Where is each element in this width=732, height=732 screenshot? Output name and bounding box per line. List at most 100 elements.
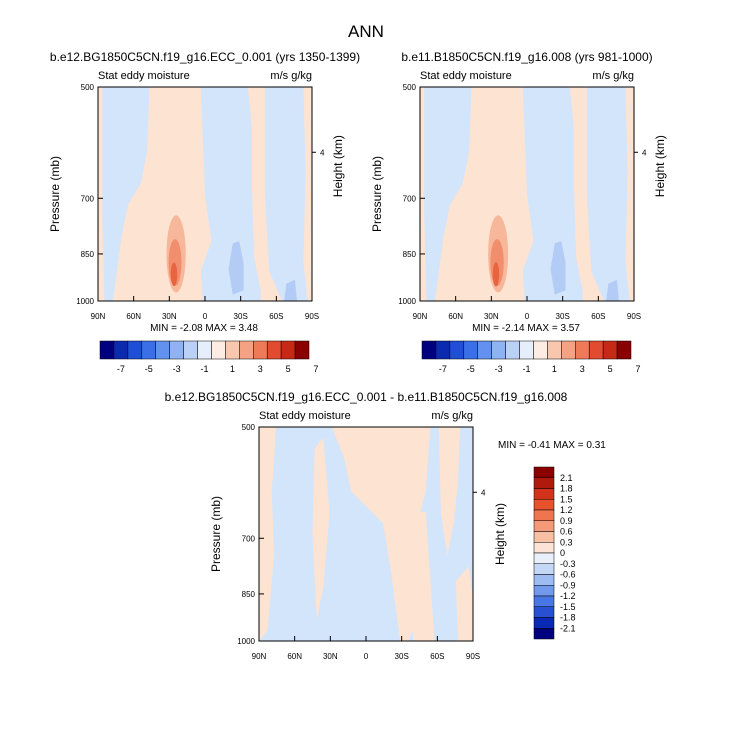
x-tick-label: 60S <box>269 312 283 321</box>
colorbar-label: -7 <box>117 364 125 374</box>
left-string: Stat eddy moisture <box>98 70 190 82</box>
colorbar-box <box>533 542 555 554</box>
x-tick-label: 60N <box>448 312 463 321</box>
y-tick-label: 500 <box>242 423 256 432</box>
y-tick-label: 1000 <box>76 297 94 306</box>
x-tick-label: 90S <box>627 312 641 321</box>
left-string: Stat eddy moisture <box>259 410 351 422</box>
colorbar-label: -1 <box>522 364 530 374</box>
stats-label: MIN = -0.41 MAX = 0.31 <box>498 440 606 451</box>
colorbar-box <box>533 488 555 500</box>
negative-region <box>522 87 583 301</box>
colorbar-vertical: 2.11.81.51.20.90.60.30-0.3-0.6-0.9-1.2-1… <box>533 466 576 640</box>
colorbar-label: 3 <box>580 364 585 374</box>
negative-core <box>550 241 566 295</box>
y-axis-label: Pressure (mb) <box>370 156 384 232</box>
positive-core <box>170 262 178 287</box>
colorbar-label: -3 <box>173 364 181 374</box>
negative-region <box>264 87 308 301</box>
y-tick-label: 1000 <box>398 297 416 306</box>
negative-region <box>102 87 150 301</box>
colorbar-box <box>463 340 478 360</box>
colorbar-label: -1.2 <box>560 591 576 601</box>
negative-region <box>200 87 261 301</box>
colorbar: -7 -5 -3 -1 1 3 5 7 <box>99 340 318 374</box>
colorbar-box <box>239 340 254 360</box>
x-tick-label: 90N <box>413 312 428 321</box>
colorbar-box <box>225 340 240 360</box>
right-tick-label: 4 <box>320 148 325 157</box>
positive-region <box>408 508 435 641</box>
colorbar-box <box>533 466 555 478</box>
colorbar-box <box>266 340 282 360</box>
stats-label: MIN = -2.14 MAX = 3.57 <box>472 323 580 334</box>
x-tick-label: 0 <box>203 312 208 321</box>
colorbar-label: -0.3 <box>560 559 576 569</box>
colorbar-box <box>519 340 534 360</box>
right-axis-label: Height (km) <box>331 135 345 197</box>
x-tick-label: 30S <box>395 652 409 661</box>
y-tick-label: 500 <box>81 83 95 92</box>
colorbar-label: 3 <box>258 364 263 374</box>
y-axis-label: Pressure (mb) <box>209 496 223 572</box>
colorbar-label: 7 <box>635 364 640 374</box>
right-axis-label: Height (km) <box>653 135 667 197</box>
x-tick-label: 90N <box>252 652 267 661</box>
colorbar-box <box>533 617 555 629</box>
x-tick-label: 30N <box>162 312 177 321</box>
colorbar-box <box>533 574 555 586</box>
y-tick-label: 850 <box>403 250 417 259</box>
x-tick-label: 30N <box>323 652 338 661</box>
colorbar-box <box>588 340 604 360</box>
x-tick-label: 0 <box>525 312 530 321</box>
y-tick-label: 700 <box>403 194 417 203</box>
colorbar-box <box>99 340 115 360</box>
x-tick-label: 60N <box>287 652 302 661</box>
colorbar-box <box>575 340 590 360</box>
colorbar-box <box>294 340 310 360</box>
positive-region <box>312 437 330 620</box>
panel-reference: b.e11.B1850C5CN.f19_g16.008 (yrs 981-100… <box>370 50 667 334</box>
colorbar-box <box>127 340 143 360</box>
right-tick-label: 4 <box>481 488 486 497</box>
y-tick-label: 500 <box>403 83 417 92</box>
right-string: m/s g/kg <box>270 70 312 82</box>
x-tick-label: 0 <box>364 652 369 661</box>
colorbar-box <box>533 477 555 489</box>
colorbar-label: -7 <box>439 364 447 374</box>
x-tick-label: 90S <box>466 652 480 661</box>
colorbar-label: -2.1 <box>560 623 576 633</box>
colorbar-label: -1 <box>200 364 208 374</box>
colorbar-label: -1.8 <box>560 613 576 623</box>
x-tick-label: 30S <box>556 312 570 321</box>
y-tick-label: 850 <box>242 590 256 599</box>
positive-region <box>259 427 277 641</box>
colorbar-box <box>421 340 437 360</box>
colorbar-box <box>449 340 465 360</box>
colorbar-box <box>533 531 555 543</box>
colorbar-box <box>155 340 170 360</box>
panel-title: b.e11.B1850C5CN.f19_g16.008 (yrs 981-100… <box>401 50 652 64</box>
colorbar-label: 5 <box>608 364 613 374</box>
colorbar-box <box>211 340 226 360</box>
colorbar-label: 1 <box>230 364 235 374</box>
colorbar-label: 1 <box>552 364 557 374</box>
colorbar-box <box>477 340 492 360</box>
colorbar-box <box>533 563 555 575</box>
colorbar-box <box>141 340 156 360</box>
figure-title: ANN <box>348 22 384 41</box>
colorbar-label: -0.6 <box>560 570 576 580</box>
panel-title: b.e12.BG1850C5CN.f19_g16.ECC_0.001 - b.e… <box>165 390 568 404</box>
colorbar-box <box>533 509 555 521</box>
negative-core <box>284 279 297 301</box>
colorbar-label: 7 <box>313 364 318 374</box>
panel-title: b.e12.BG1850C5CN.f19_g16.ECC_0.001 (yrs … <box>50 50 360 64</box>
colorbar-label: 5 <box>286 364 291 374</box>
positive-region <box>438 427 461 556</box>
y-tick-label: 700 <box>242 534 256 543</box>
colorbar-box <box>280 340 296 360</box>
colorbar-box <box>533 552 555 564</box>
colorbar-label: 0 <box>560 548 565 558</box>
x-tick-label: 60N <box>126 312 141 321</box>
contour-plot: 500 700 850 1000 4 90N 60N 30N 0 30S 60S 90S Pressur… <box>209 423 507 661</box>
